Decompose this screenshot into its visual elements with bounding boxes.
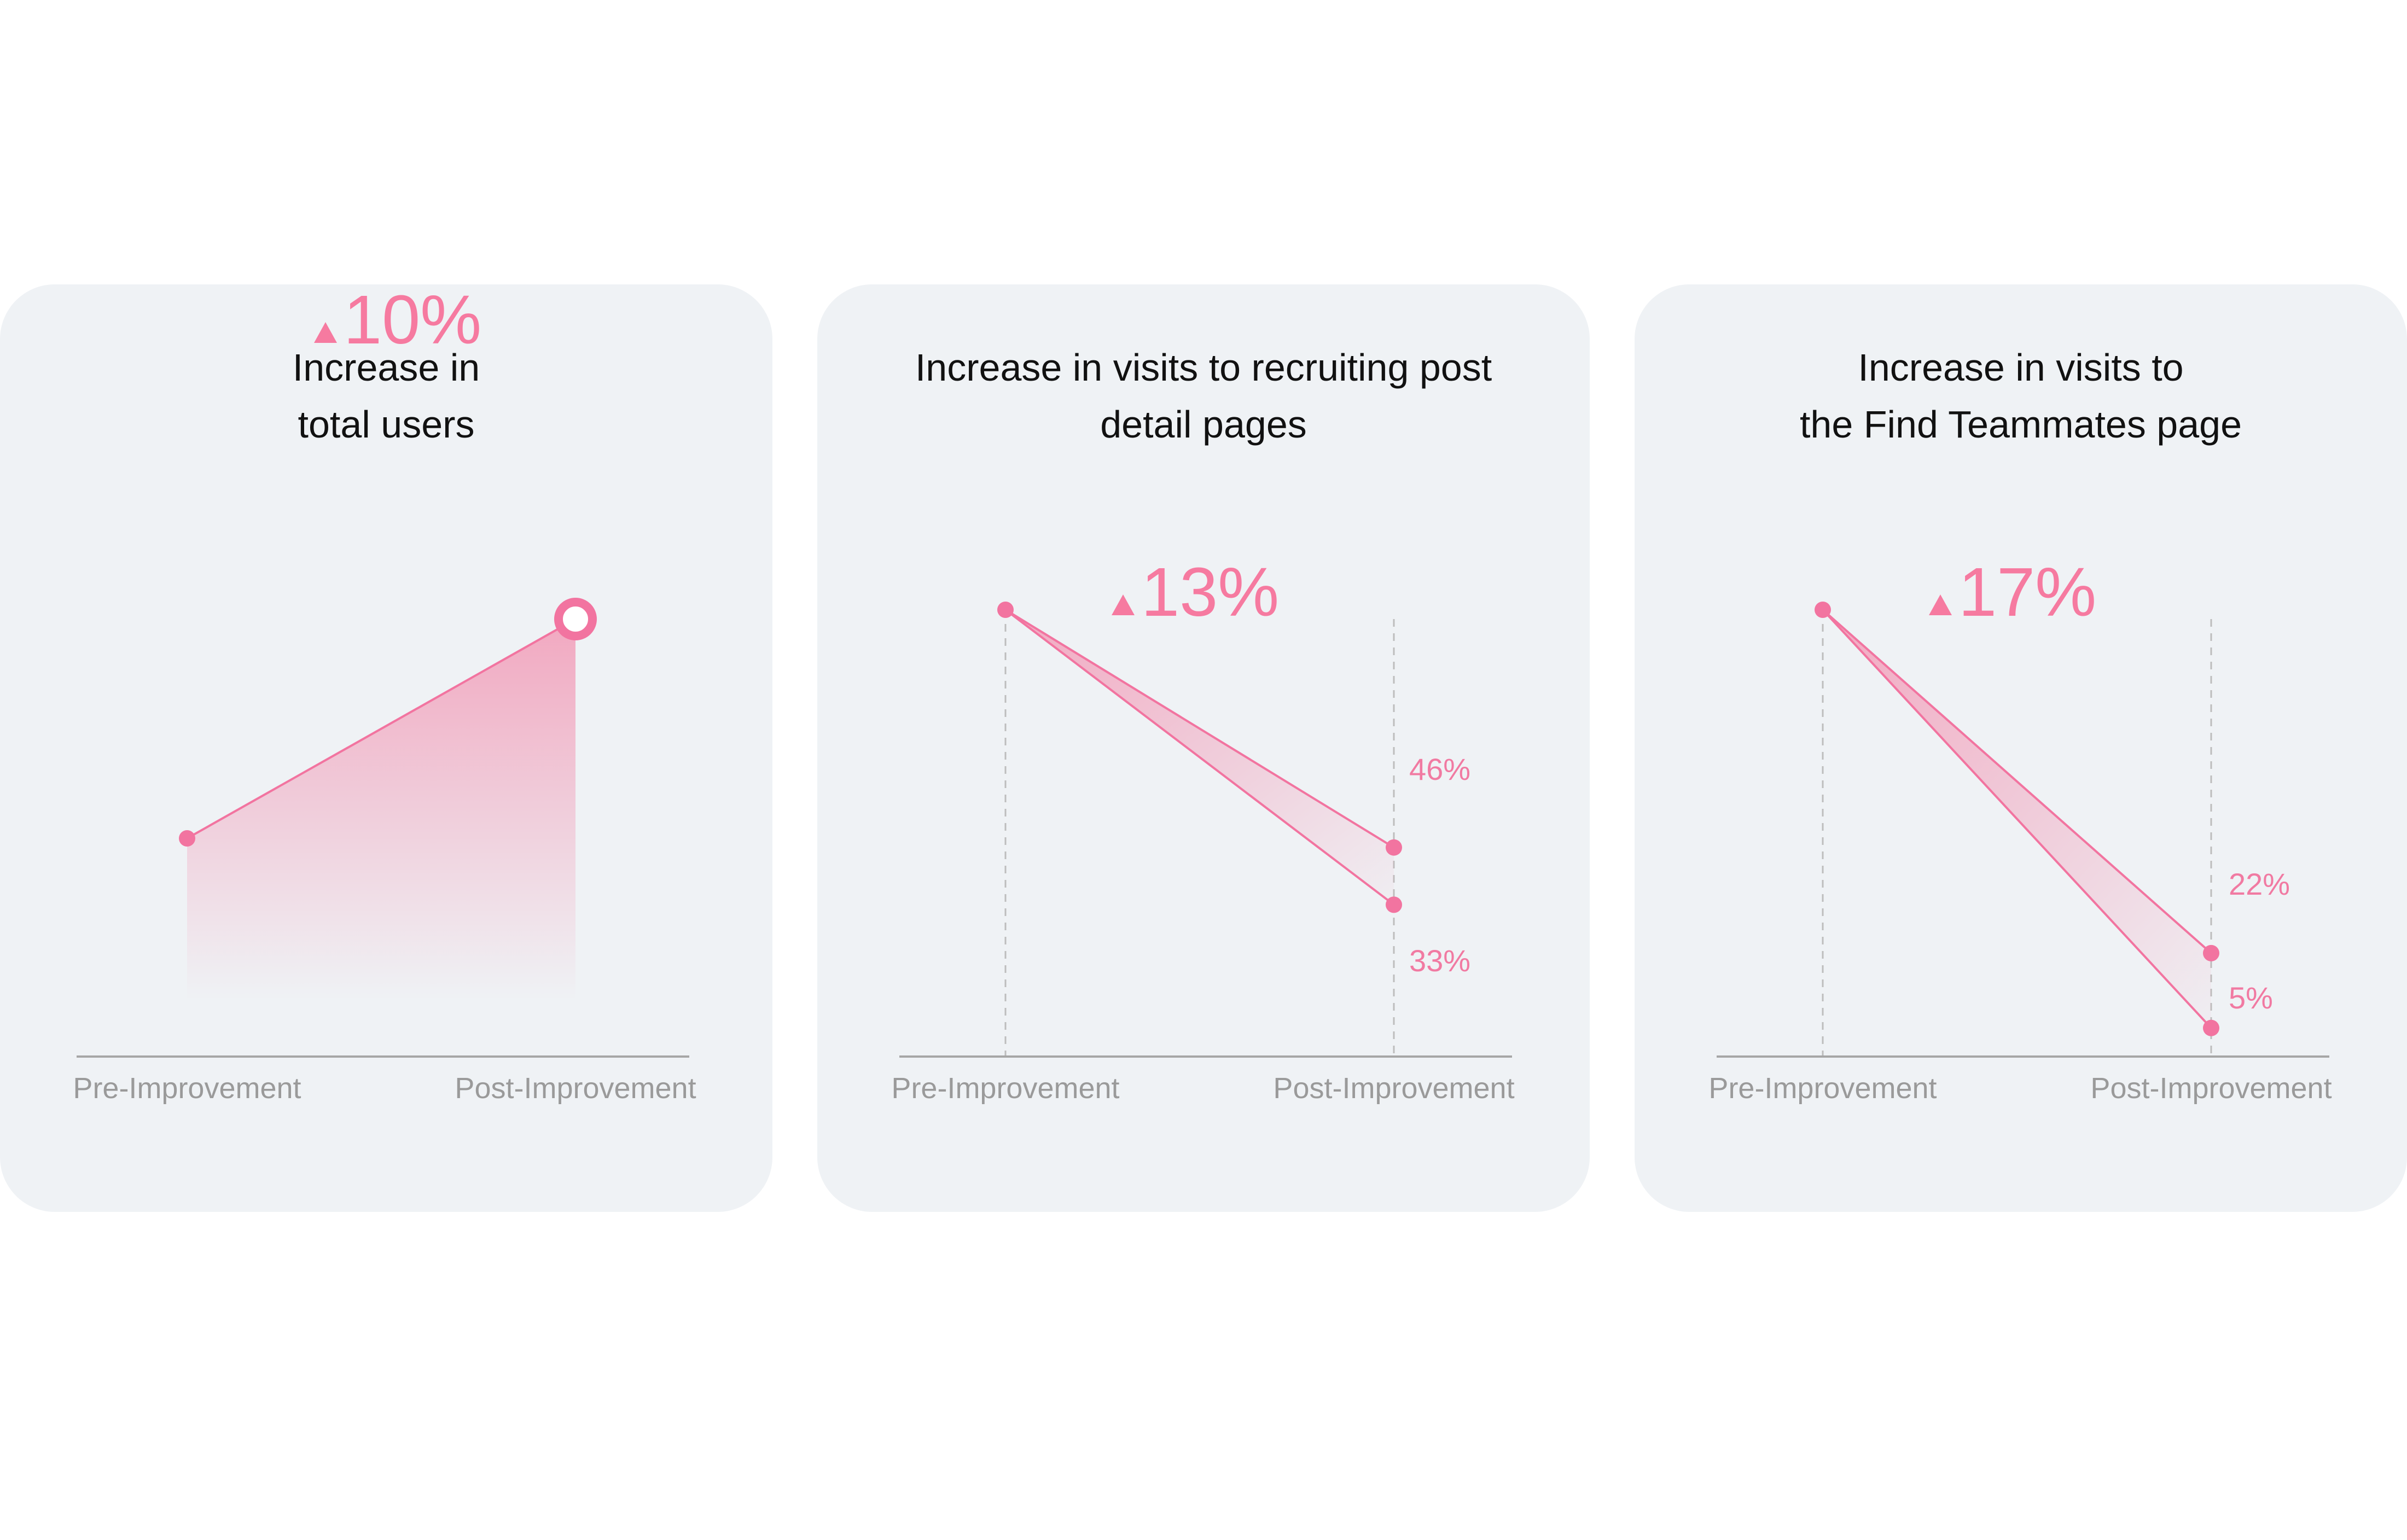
card-title-line-2: the Find Teammates page — [1799, 403, 2242, 446]
x-tick-label-pre: Pre-Improvement — [1708, 1072, 1937, 1105]
series-line-lower — [1822, 609, 2212, 1029]
series-line-lower — [1004, 609, 1395, 906]
point-label-lower: 5% — [2229, 981, 2273, 1015]
series-line — [187, 618, 576, 839]
x-tick-label-post: Post-Improvement — [2090, 1072, 2332, 1105]
increase-triangle-icon — [1112, 594, 1135, 615]
increase-triangle-icon — [1929, 594, 1952, 615]
increase-triangle-icon — [314, 322, 337, 343]
chart-total-users: 10% Pre-Improvement Post-Improvement — [73, 284, 696, 1105]
x-tick-label-post: Post-Improvement — [455, 1072, 696, 1105]
x-tick-label-pre: Pre-Improvement — [73, 1072, 301, 1105]
card-title-line-1: Increase in — [292, 346, 480, 389]
headline-value: 13% — [1141, 553, 1279, 631]
data-point-start — [179, 830, 195, 847]
series-line-upper — [1004, 609, 1395, 849]
headline-value: 10% — [344, 284, 481, 358]
card-title: Increase in visits to recruiting post de… — [817, 339, 1590, 453]
point-label-lower: 33% — [1409, 943, 1470, 978]
headline-value: 17% — [1958, 553, 2096, 631]
x-tick-label-pre: Pre-Improvement — [891, 1072, 1119, 1105]
data-point-start — [997, 602, 1014, 618]
point-label-upper: 46% — [1409, 752, 1470, 786]
x-tick-label-post: Post-Improvement — [1273, 1072, 1514, 1105]
chart-find-teammates-visits: 17% 22% 5% Pre-Improvement Post-Improvem… — [1708, 553, 2332, 1105]
data-point-end-highlight — [554, 598, 597, 640]
chart-card-find-teammates-visits: Increase in visits to the Find Teammates… — [1635, 284, 2407, 1212]
card-title: Increase in visits to the Find Teammates… — [1635, 339, 2407, 453]
data-point-lower-end — [1386, 896, 1402, 913]
card-title-line-2: total users — [298, 403, 475, 446]
data-point-upper-end — [2203, 944, 2219, 961]
point-label-upper: 22% — [2229, 867, 2290, 901]
card-title-line-2: detail pages — [1100, 403, 1307, 446]
chart-recruiting-post-visits: 13% 46% 33% Pre-Improvement Post-Improve… — [891, 553, 1514, 1105]
area-fill — [187, 619, 575, 1001]
card-title-line-1: Increase in visits to recruiting post — [915, 346, 1492, 389]
series-line-upper — [1822, 609, 2212, 954]
chart-card-total-users: Increase in total users 10% Pre-Improvem… — [0, 284, 772, 1212]
data-point-upper-end — [1386, 839, 1402, 856]
chart-card-recruiting-post-visits: Increase in visits to recruiting post de… — [817, 284, 1590, 1212]
data-point-start — [1815, 602, 1831, 618]
card-title: Increase in total users — [0, 339, 772, 453]
card-title-line-1: Increase in visits to — [1858, 346, 2184, 389]
data-point-lower-end — [2203, 1019, 2219, 1036]
